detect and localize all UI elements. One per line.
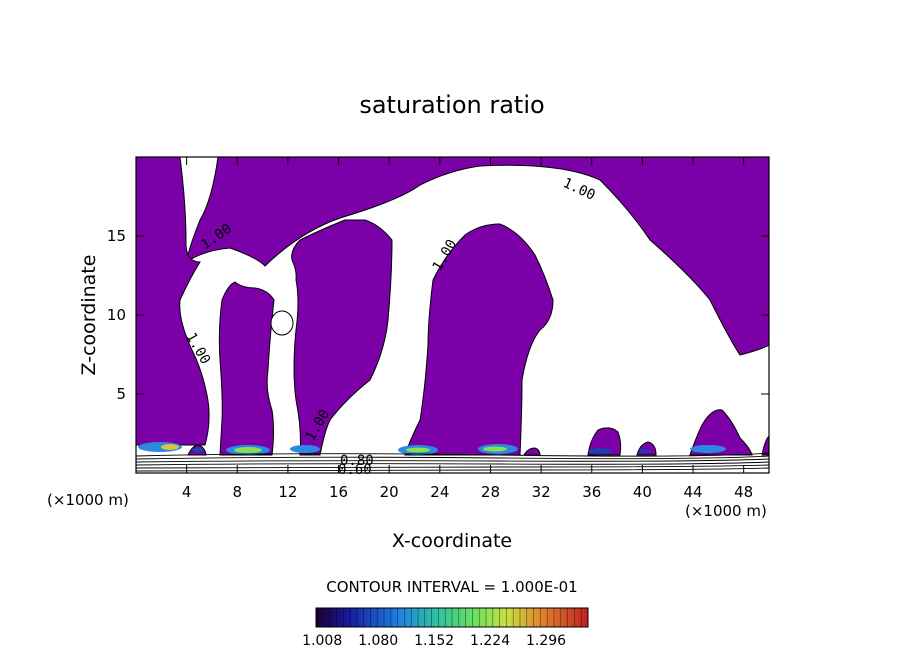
colorbar-tick-label: 1.080 xyxy=(358,633,398,649)
y-tick-label: 5 xyxy=(116,385,126,403)
x-tick-label: 4 xyxy=(182,483,192,501)
y-tick-label: 10 xyxy=(107,306,126,324)
x-axis: 4 8 12 16 20 24 28 32 36 40 44 48 xyxy=(182,157,753,501)
y-axis-label: Z-coordinate xyxy=(78,255,100,376)
chart-title: saturation ratio xyxy=(359,91,544,119)
colorbar-tick-label: 1.152 xyxy=(414,633,454,649)
x-unit-right: (×1000 m) xyxy=(685,502,767,520)
x-tick-label: 44 xyxy=(683,483,702,501)
x-tick-label: 28 xyxy=(481,483,500,501)
contour-label: 0.60 xyxy=(338,462,372,478)
x-tick-label: 12 xyxy=(278,483,297,501)
contour-label: 0.80 xyxy=(340,453,374,469)
x-tick-label: 8 xyxy=(233,483,243,501)
subsaturated-hole xyxy=(270,310,294,336)
y-tick-label: 15 xyxy=(107,227,126,245)
saturation-cores xyxy=(138,442,726,455)
colorbar-tick-label: 1.224 xyxy=(470,633,510,649)
colorbar-tick-label: 1.008 xyxy=(302,633,342,649)
x-unit-left: (×1000 m) xyxy=(47,491,129,509)
boundary-layer-contours xyxy=(136,452,769,472)
colorbar-bands xyxy=(322,608,582,627)
x-tick-label: 16 xyxy=(329,483,348,501)
plot-area xyxy=(136,157,769,473)
x-tick-label: 32 xyxy=(532,483,551,501)
x-tick-label: 24 xyxy=(430,483,449,501)
colorbar-ticks: 1.008 1.080 1.152 1.224 1.296 xyxy=(302,633,566,649)
colorbar-tick-label: 1.296 xyxy=(526,633,566,649)
x-tick-label: 20 xyxy=(380,483,399,501)
x-tick-label: 36 xyxy=(582,483,601,501)
x-tick-label: 48 xyxy=(734,483,753,501)
x-axis-label: X-coordinate xyxy=(392,530,512,552)
y-axis: 5 10 15 xyxy=(107,227,769,403)
supersaturated-region xyxy=(136,157,769,456)
x-tick-label: 40 xyxy=(633,483,652,501)
contour-interval: CONTOUR INTERVAL = 1.000E-01 xyxy=(326,578,577,596)
